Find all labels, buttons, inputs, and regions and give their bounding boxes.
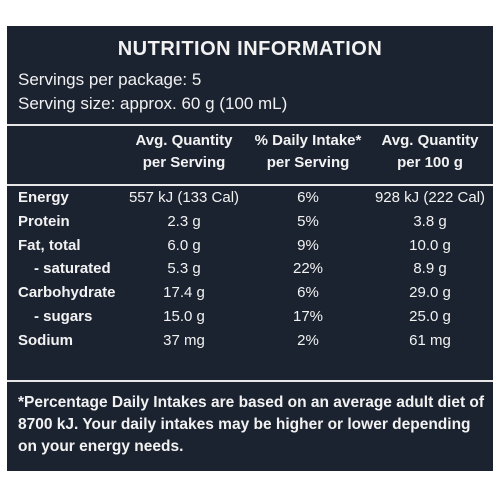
cell-daily-intake: 6% [297, 189, 319, 206]
row-label: Fat, total [18, 236, 81, 254]
nutrition-panel: NUTRITION INFORMATION Servings per packa… [7, 26, 493, 471]
table-row-saturated: - saturated 5.3 g 22% 8.9 g [7, 257, 493, 281]
cell-per-serving: 6.0 g [167, 236, 201, 254]
table-row-protein: Protein 2.3 g 5% 3.8 g [7, 210, 493, 234]
cell-per-serving: 2.3 g [167, 212, 201, 230]
nutrition-table: Energy 557 kJ (133 Cal) 6% 928 kJ (222 C… [7, 186, 493, 353]
cell-per-serving: 37 mg [163, 331, 205, 349]
column-header-line: % Daily Intake* [254, 132, 362, 149]
cell-per-100g: 61 mg [409, 331, 451, 349]
cell-per-100g: 25.0 g [409, 307, 451, 325]
column-header-line: Avg. Quantity [135, 132, 233, 149]
column-header-line: Avg. Quantity [381, 132, 479, 149]
cell-daily-intake: 9% [297, 236, 319, 254]
row-label: - sugars [34, 307, 93, 325]
cell-daily-intake: 6% [297, 284, 319, 302]
cell-daily-intake: 5% [297, 212, 319, 230]
table-row-carbohydrate: Carbohydrate 17.4 g 6% 29.0 g [7, 281, 493, 305]
cell-daily-intake: 22% [292, 260, 324, 278]
panel-title: NUTRITION INFORMATION [117, 38, 383, 60]
cell-per-serving: 17.4 g [163, 284, 205, 302]
table-row-sugars: - sugars 15.0 g 17% 25.0 g [7, 305, 493, 329]
column-header-line: per 100 g [397, 154, 463, 171]
cell-per-serving: 15.0 g [163, 307, 205, 325]
row-label: - saturated [34, 260, 111, 278]
column-header-line: per Serving [266, 154, 350, 171]
row-label: Sodium [18, 331, 73, 349]
cell-per-100g: 29.0 g [409, 284, 451, 302]
cell-per-100g: 8.9 g [413, 260, 447, 278]
column-header-per-100g: Avg. Quantity per 100 g [369, 130, 491, 174]
row-label: Energy [18, 189, 69, 206]
column-header-daily-intake: % Daily Intake* per Serving [243, 130, 373, 174]
cell-daily-intake: 17% [292, 307, 324, 325]
cell-per-100g: 928 kJ (222 Cal) [374, 189, 486, 206]
column-header-line: per Serving [142, 154, 226, 171]
column-header-per-serving: Avg. Quantity per Serving [119, 130, 249, 174]
cell-daily-intake: 2% [297, 331, 319, 349]
divider-bottom [7, 380, 493, 382]
divider-header [7, 184, 493, 186]
row-label: Carbohydrate [18, 284, 116, 302]
cell-per-serving: 5.3 g [167, 260, 201, 278]
cell-per-100g: 10.0 g [409, 236, 451, 254]
cell-per-100g: 3.8 g [413, 212, 447, 230]
table-row-energy: Energy 557 kJ (133 Cal) 6% 928 kJ (222 C… [7, 186, 493, 210]
table-row-fat-total: Fat, total 6.0 g 9% 10.0 g [7, 234, 493, 258]
row-label: Protein [18, 212, 70, 230]
footnote: *Percentage Daily Intakes are based on a… [18, 394, 485, 455]
divider-top [7, 124, 493, 126]
servings-per-package: Servings per package: 5 [18, 70, 202, 89]
serving-size: Serving size: approx. 60 g (100 mL) [18, 94, 288, 113]
cell-per-serving: 557 kJ (133 Cal) [128, 189, 240, 206]
table-row-sodium: Sodium 37 mg 2% 61 mg [7, 329, 493, 353]
